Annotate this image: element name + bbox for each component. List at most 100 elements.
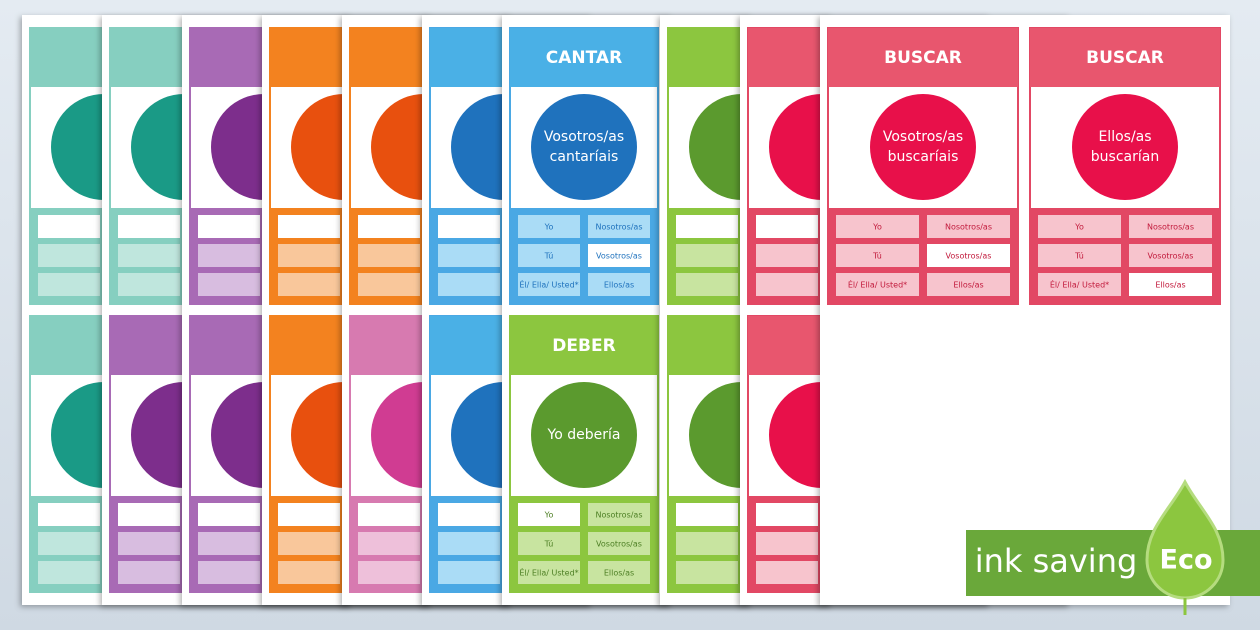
pronoun-cell: [518, 503, 580, 526]
pronoun-label: Yo: [544, 511, 554, 520]
pronoun-cell: [198, 244, 260, 267]
pronoun-label: Tú: [544, 540, 554, 549]
card-header: [510, 316, 658, 375]
pronoun-cell: [1129, 273, 1212, 296]
pronoun-cell: [38, 532, 100, 555]
pronoun-cell: [278, 503, 340, 526]
verb-form: Yo debería: [547, 427, 621, 443]
worksheet-stack: Yo Nosotros/as Tú Vosotros/as Él/ Ella/ Uste…: [22, 15, 1230, 605]
pronoun-cell: [198, 273, 260, 296]
pronoun-label: Tú: [1074, 252, 1084, 261]
pronoun-label: Vosotros/as: [596, 252, 642, 261]
pronoun-cell: [676, 532, 738, 555]
pronoun-cell: [438, 503, 500, 526]
pronoun-cell: [588, 503, 650, 526]
pronoun-cell: [438, 215, 500, 238]
pronoun-cell: [756, 273, 818, 296]
verb-form: buscaríais: [888, 149, 959, 165]
front-page: Yo Nosotros/as Tú Vosotros/as Él/ Ella/ Uste…: [820, 15, 1230, 605]
pronoun-cell: [118, 561, 180, 584]
verb-title: DEBER: [552, 336, 615, 356]
card-header: [1030, 28, 1220, 87]
pronoun-cell: [588, 561, 650, 584]
badge-eco: Eco: [1160, 545, 1213, 576]
pronoun-label: Tú: [544, 252, 554, 261]
pronoun-cell: [518, 273, 580, 296]
pronoun-label: Vosotros/as: [1148, 252, 1194, 261]
pronoun-cell: [118, 244, 180, 267]
pronoun-cell: [38, 561, 100, 584]
pronoun-cell: [38, 273, 100, 296]
pronoun-cell: [118, 532, 180, 555]
pronoun-cell: [518, 215, 580, 238]
pronoun-cell: [198, 215, 260, 238]
pronoun-label: Nosotros/as: [595, 511, 642, 520]
pronoun-cell: [358, 244, 420, 267]
verb-title: BUSCAR: [1086, 48, 1164, 68]
pronoun-cell: [588, 244, 650, 267]
pronoun-label: Yo: [544, 223, 554, 232]
verb-form: buscarían: [1091, 149, 1159, 165]
pronoun-cell: [358, 273, 420, 296]
pronoun-cell: [278, 215, 340, 238]
pronoun-cell: [927, 273, 1010, 296]
form-circle: [531, 94, 637, 200]
pronoun-label: Vosotros/as: [596, 540, 642, 549]
pronoun-cell: [676, 503, 738, 526]
verb-title: BUSCAR: [884, 48, 962, 68]
pronoun-label: Nosotros/as: [945, 223, 992, 232]
pronoun-cell: [198, 532, 260, 555]
pronoun-label: Vosotros/as: [946, 252, 992, 261]
pronoun-cell: [756, 532, 818, 555]
card-header: [510, 28, 658, 87]
pronoun-cell: [1129, 215, 1212, 238]
form-circle: [870, 94, 976, 200]
verb-form: cantaríais: [550, 149, 619, 165]
pronoun-label: Yo: [1074, 223, 1084, 232]
card-header: [828, 28, 1018, 87]
pronoun-cell: [927, 244, 1010, 267]
pronoun-cell: [756, 561, 818, 584]
pronoun-cell: [358, 561, 420, 584]
pronoun-cell: [38, 503, 100, 526]
pronoun-cell: [756, 244, 818, 267]
pronoun-cell: [588, 215, 650, 238]
pronoun-cell: [1129, 244, 1212, 267]
pronoun-cell: [756, 215, 818, 238]
pronoun-label: Él/ Ella/ Usted*: [519, 279, 578, 290]
pronoun-cell: [836, 215, 919, 238]
pronoun-cell: [676, 215, 738, 238]
eco-badge: ink saving Eco: [966, 478, 1260, 615]
pronoun-cell: [278, 561, 340, 584]
pronoun-label: Yo: [872, 223, 882, 232]
pronoun-cell: [38, 244, 100, 267]
pronoun-cell: [676, 561, 738, 584]
pronoun-label: Él/ Ella/ Usted*: [1050, 279, 1109, 290]
pronoun-cell: [588, 273, 650, 296]
pronoun-cell: [756, 503, 818, 526]
pronoun-label: Ellos/as: [1155, 281, 1185, 290]
pronoun-label: Ellos/as: [953, 281, 983, 290]
pronoun-cell: [118, 215, 180, 238]
pronoun-cell: [588, 532, 650, 555]
pronoun-label: Él/ Ella/ Usted*: [519, 567, 578, 578]
pronoun-label: Él/ Ella/ Usted*: [848, 279, 907, 290]
pronoun-cell: [1038, 273, 1121, 296]
verb-title: CANTAR: [546, 48, 622, 68]
pronoun-cell: [118, 503, 180, 526]
pronoun-cell: [927, 215, 1010, 238]
pronoun-cell: [198, 561, 260, 584]
pronoun-cell: [518, 244, 580, 267]
pronoun-cell: [438, 532, 500, 555]
pronoun-cell: [438, 244, 500, 267]
pronoun-cell: [358, 532, 420, 555]
form-circle: [1072, 94, 1178, 200]
pronoun-label: Ellos/as: [604, 569, 634, 578]
pronoun-cell: [438, 561, 500, 584]
pronoun-cell: [518, 561, 580, 584]
verb-form: Ellos/as: [1098, 129, 1151, 145]
pronoun-cell: [278, 532, 340, 555]
pronoun-cell: [358, 503, 420, 526]
verb-form: Vosotros/as: [883, 129, 963, 145]
pronoun-cell: [278, 273, 340, 296]
